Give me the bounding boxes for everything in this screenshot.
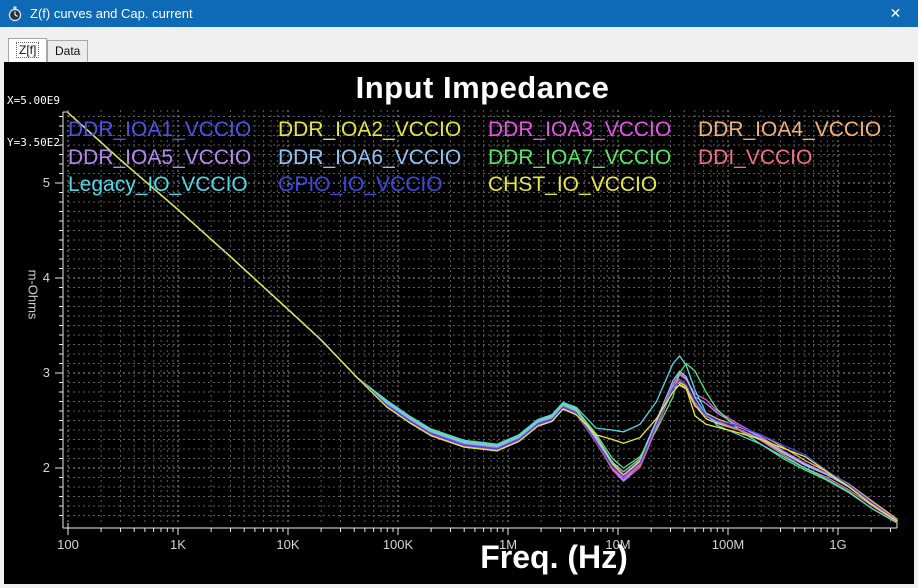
curves (67, 112, 898, 524)
tab-zf-label: Z[f] (16, 42, 40, 58)
x-tick-label: 1K (170, 537, 186, 552)
x-tick-label: 1M (499, 537, 517, 552)
y-tick-label: 3 (43, 365, 50, 380)
legend-item-CHST_IO_VCCIO: CHST_IO_VCCIO (488, 173, 658, 196)
legend-row: DDR_IOA5_VCCIO DDR_IOA6_VCCIO DDR_IOA7_VCC… (68, 145, 908, 175)
legend-item-DDR_IOA4_VCCIO: DDR_IOA4_VCCIO (698, 118, 882, 141)
legend-item-DDR_IOA1_VCCIO: DDR_IOA1_VCCIO (68, 118, 252, 141)
legend-item-DDR_IOA3_VCCIO: DDR_IOA3_VCCIO (488, 118, 672, 141)
tab-strip: Z[f] Data (0, 27, 918, 62)
stopwatch-icon (8, 6, 22, 21)
plot-panel: 2 3 4 5 100 1K 10K 100K 1M 10M 100M 1G X=5.00E9 Y=3… (4, 62, 914, 584)
plot-title: Input Impedance (355, 70, 610, 105)
legend-row: DDR_IOA1_VCCIO DDR_IOA2_VCCIO DDR_IOA3_VCC… (68, 119, 908, 147)
legend: DDR_IOA1_VCCIO DDR_IOA2_VCCIO DDR_IOA3_VCC… (68, 119, 908, 202)
x-tick-label: 100K (383, 537, 414, 552)
tab-data-label: Data (55, 44, 81, 58)
series-CHST_IO_VCCIO (67, 112, 898, 522)
grid (67, 110, 897, 523)
legend-row: Legacy_IO_VCCIO GPIO_IO_VCCIO CHST_IO_VCCI… (68, 174, 908, 202)
legend-item-DDR_IOA7_VCCIO: DDR_IOA7_VCCIO (488, 145, 672, 169)
cursor-x-value: X=5.00E9 (7, 94, 60, 107)
x-tick-label: 100M (712, 537, 745, 552)
window-title: Z(f) curves and Cap. current (30, 6, 193, 21)
legend-item-DDR_IOA6_VCCIO: DDR_IOA6_VCCIO (278, 145, 462, 169)
legend-item-Legacy_IO_VCCIO: Legacy_IO_VCCIO (68, 173, 248, 196)
x-tick-label: 100 (57, 537, 79, 552)
x-tick-label: 10M (605, 537, 630, 552)
y-tick-label: 5 (43, 175, 50, 190)
tab-zf[interactable]: Z[f] (8, 38, 48, 62)
legend-item-DDI_VCCIO: DDI_VCCIO (698, 145, 813, 169)
titlebar[interactable]: Z(f) curves and Cap. current ✕ (0, 0, 918, 27)
cursor-readout: X=5.00E9 Y=3.50E2 (7, 66, 60, 178)
impedance-chart[interactable]: 2 3 4 5 100 1K 10K 100K 1M 10M 100M 1G (4, 62, 914, 584)
legend-item-DDR_IOA2_VCCIO: DDR_IOA2_VCCIO (278, 118, 462, 141)
y-tick-label: 2 (43, 460, 50, 475)
tab-data[interactable]: Data (47, 40, 89, 62)
x-tick-label: 10K (276, 537, 299, 552)
legend-item-GPIO_IO_VCCIO: GPIO_IO_VCCIO (278, 173, 443, 196)
close-button[interactable]: ✕ (889, 5, 902, 21)
cursor-y-value: Y=3.50E2 (7, 136, 60, 149)
x-tick-label: 1G (829, 537, 846, 552)
legend-item-DDR_IOA5_VCCIO: DDR_IOA5_VCCIO (68, 145, 252, 169)
y-axis-label: m-Ohms (25, 269, 41, 320)
axes (55, 111, 898, 535)
tick-labels: 2 3 4 5 100 1K 10K 100K 1M 10M 100M 1G (43, 175, 847, 552)
x-axis-label: Freq. (Hz) (480, 539, 628, 575)
y-tick-label: 4 (43, 270, 50, 285)
